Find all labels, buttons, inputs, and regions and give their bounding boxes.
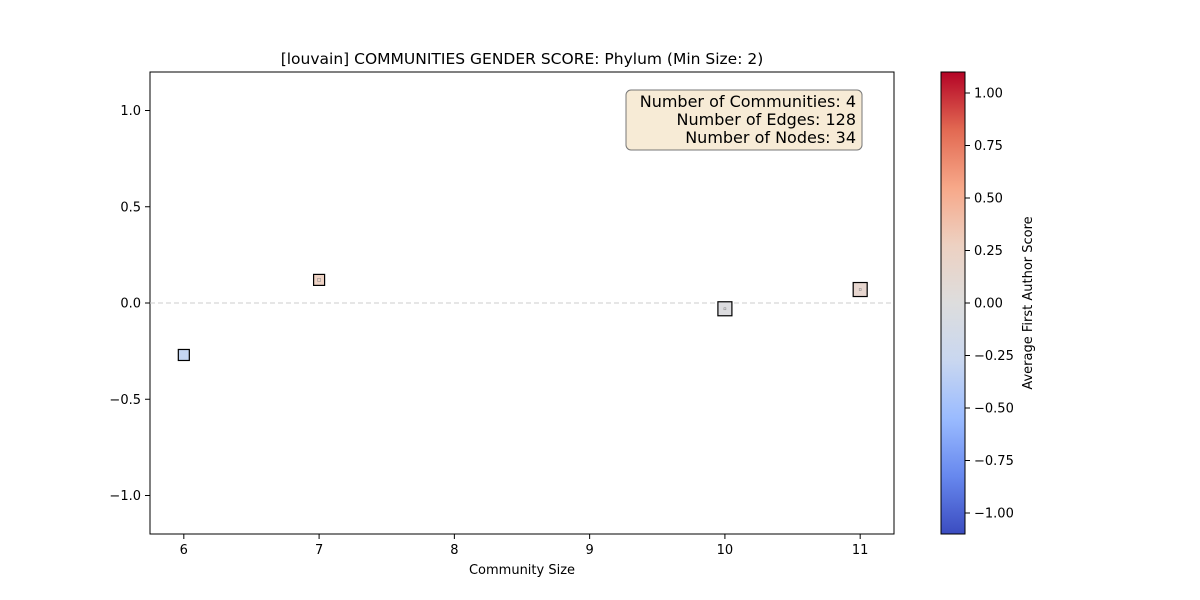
x-tick-label: 7 <box>315 543 323 558</box>
x-tick-label: 11 <box>852 543 869 558</box>
y-tick-label: 0.5 <box>120 200 141 215</box>
data-point-inner-marker <box>317 278 321 282</box>
data-point <box>312 273 326 286</box>
colorbar-label: Average First Author Score <box>1021 216 1036 389</box>
colorbar-tick-label: −0.75 <box>974 454 1014 469</box>
colorbar-ticks: 1.00 0.75 0.50 0.25 0.00 −0.25 −0.50 −0.75 −1.00 <box>965 87 1014 522</box>
x-tick-label: 8 <box>450 543 458 558</box>
info-box-background <box>625 89 863 151</box>
data-point-inner-marker <box>723 307 727 311</box>
y-tick-label: 1.0 <box>120 104 141 119</box>
info-nodes: Number of Nodes: 34 <box>685 128 856 147</box>
x-axis-ticks: 6 7 8 9 10 11 <box>180 534 869 558</box>
info-edges: Number of Edges: 128 <box>677 110 856 129</box>
colorbar-tick-label: −0.50 <box>974 402 1014 417</box>
data-point-inner-marker <box>858 288 862 291</box>
colorbar-tick-label: −0.25 <box>974 349 1014 364</box>
colorbar-tick-label: 0.75 <box>974 139 1003 154</box>
colorbar-tick-label: 1.00 <box>974 87 1003 102</box>
x-tick-label: 10 <box>717 543 734 558</box>
y-tick-label: −1.0 <box>109 489 141 504</box>
data-point <box>177 348 190 362</box>
x-axis-label: Community Size <box>469 563 575 578</box>
colorbar-tick-label: −1.00 <box>974 507 1014 522</box>
colorbar-tick-label: 0.25 <box>974 244 1003 259</box>
x-tick-label: 9 <box>585 543 593 558</box>
colorbar-tick-label: 0.00 <box>974 297 1003 312</box>
info-box: Number of Communities: 4 Number of Edges… <box>625 89 863 151</box>
y-axis-ticks: 1.0 0.5 0.0 −0.5 −1.0 <box>109 104 150 504</box>
data-point <box>717 301 733 317</box>
y-tick-label: 0.0 <box>120 297 141 312</box>
data-point <box>852 281 868 298</box>
y-tick-label: −0.5 <box>109 393 141 408</box>
colorbar <box>940 71 966 535</box>
colorbar-tick-label: 0.50 <box>974 192 1003 207</box>
chart-title: [louvain] COMMUNITIES GENDER SCORE: Phyl… <box>281 50 764 68</box>
info-communities: Number of Communities: 4 <box>640 92 856 111</box>
data-points <box>177 273 868 362</box>
x-tick-label: 6 <box>180 543 188 558</box>
